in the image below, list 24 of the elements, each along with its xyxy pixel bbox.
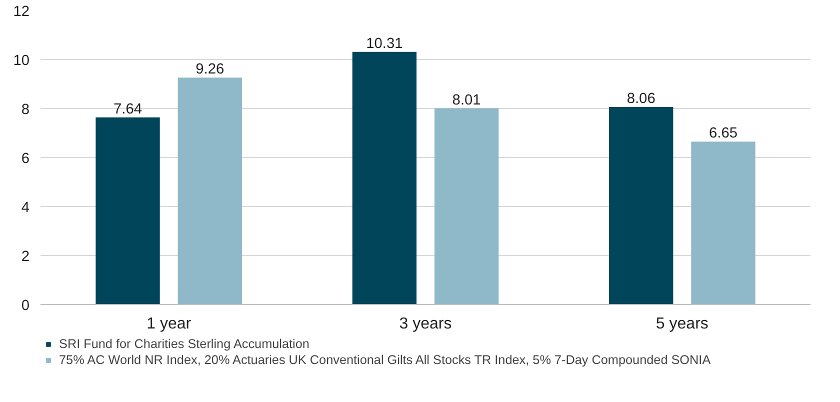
bar [178, 78, 242, 304]
x-tick-label: 3 years [399, 316, 452, 332]
bar [96, 117, 160, 304]
x-tick-label: 5 years [656, 316, 708, 332]
legend-label: SRI Fund for Charities Sterling Accumulation [59, 337, 310, 351]
data-label: 8.01 [452, 92, 481, 108]
y-tick-label: 10 [13, 53, 30, 69]
data-label: 10.31 [366, 36, 403, 52]
y-tick-label: 6 [21, 151, 30, 167]
y-tick-label: 12 [13, 4, 30, 20]
bar [609, 107, 674, 304]
legend-label: 75% AC World NR Index, 20% Actuaries UK Conventional Gilts All Stocks TR Index, 5% 7-Day Compounded SONIA [59, 353, 711, 367]
y-tick-label: 8 [21, 102, 30, 118]
y-tick-label: 4 [21, 200, 30, 216]
data-label: 7.64 [114, 101, 142, 118]
data-label: 9.26 [196, 62, 224, 78]
bar [434, 108, 499, 304]
data-label: 8.06 [626, 91, 656, 108]
data-label: 6.65 [708, 126, 738, 142]
y-tick-label: 2 [21, 249, 30, 265]
x-tick-label: 1 year [146, 316, 192, 332]
y-tick-label: 0 [21, 298, 30, 314]
bar [352, 52, 417, 304]
bar [691, 142, 756, 304]
